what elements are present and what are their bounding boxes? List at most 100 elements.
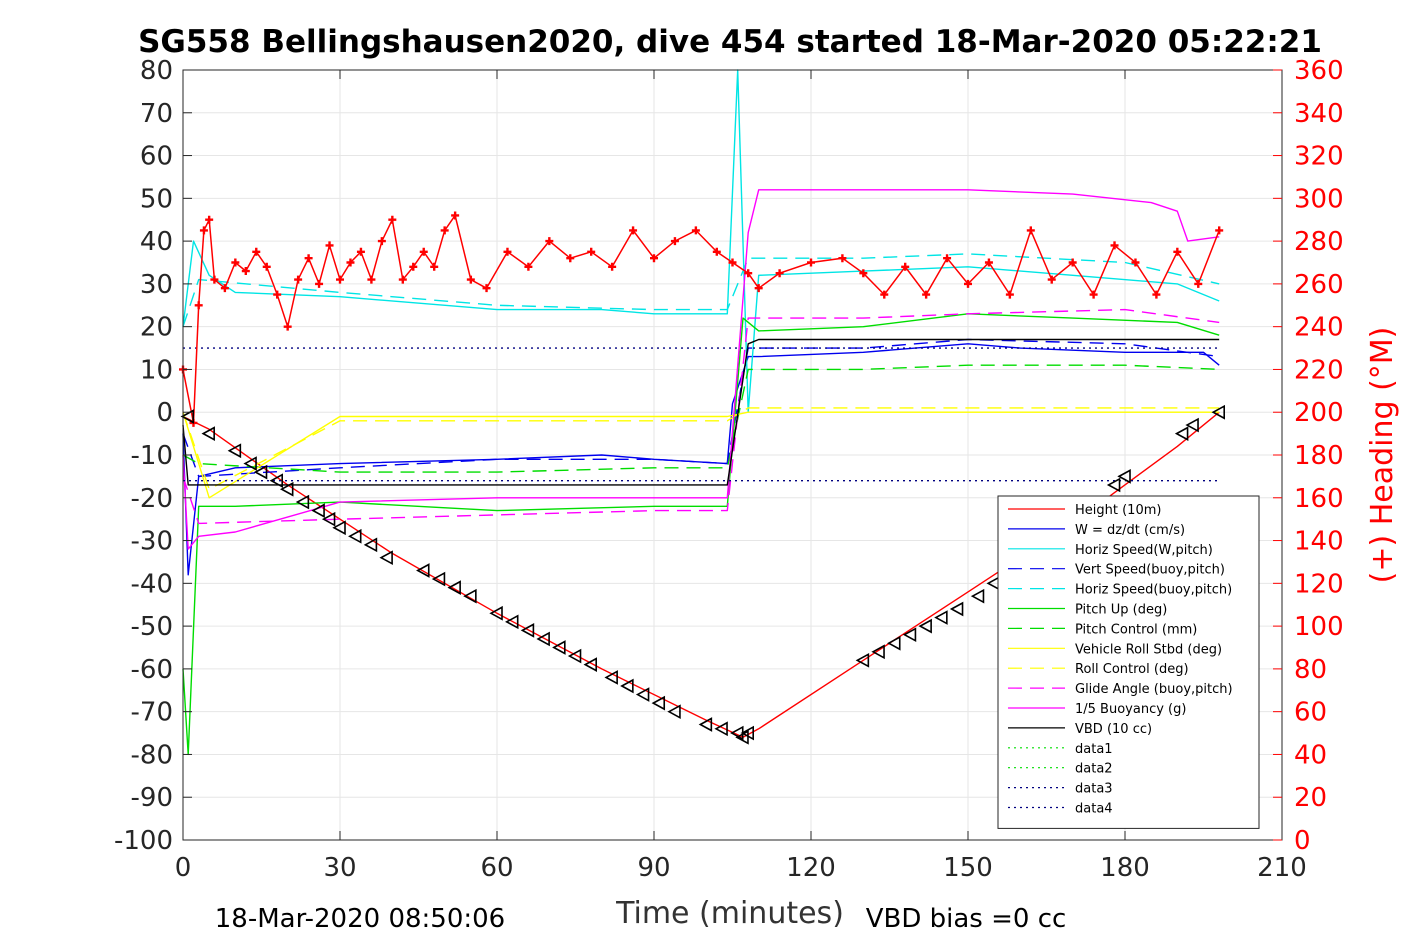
heading-point <box>629 226 638 235</box>
glider-position-marker <box>447 580 461 595</box>
x-tick-label: 0 <box>175 853 192 883</box>
heading-point <box>220 284 229 293</box>
heading-point <box>754 284 763 293</box>
heading-point <box>377 237 386 246</box>
glider-position-marker <box>253 464 268 480</box>
heading-point <box>466 275 475 284</box>
glider-position-marker <box>536 631 550 647</box>
y-right-tick-label: 160 <box>1294 484 1344 514</box>
y-tick-label: 60 <box>140 142 173 172</box>
y-right-tick-label: 80 <box>1294 655 1327 685</box>
glider-position-marker <box>431 571 446 587</box>
heading-point <box>545 237 554 246</box>
y-tick-label: -60 <box>131 655 173 685</box>
legend-label: data1 <box>1075 742 1113 757</box>
footer-timestamp: 18-Mar-2020 08:50:06 <box>215 904 505 934</box>
glider-position-marker <box>1211 404 1225 420</box>
glider-position-marker <box>463 588 477 604</box>
y-right-tick-label: 300 <box>1294 184 1344 214</box>
y-tick-label: 40 <box>140 227 173 257</box>
y-right-tick-label: 20 <box>1294 783 1327 813</box>
heading-point <box>712 247 721 256</box>
glider-position-marker <box>520 623 535 638</box>
y-right-tick-label: 180 <box>1294 441 1344 471</box>
glider-position-marker <box>321 511 336 527</box>
series-line-10 <box>182 189 1220 550</box>
legend-label: data4 <box>1075 802 1113 817</box>
glider-position-marker <box>698 717 713 732</box>
heading-point <box>325 241 334 250</box>
heading-point <box>1005 290 1014 299</box>
glider-position-marker <box>243 456 257 471</box>
glider-position-marker <box>604 670 618 685</box>
legend-label: Glide Angle (buoy,pitch) <box>1075 682 1233 697</box>
glider-position-marker <box>1185 417 1199 433</box>
heading-point <box>262 262 271 271</box>
heading-point <box>398 275 407 284</box>
series-line-1 <box>182 343 1220 576</box>
y-tick-label: -40 <box>131 569 173 599</box>
y-right-tick-label: 280 <box>1294 227 1344 257</box>
glider-position-marker <box>332 520 346 536</box>
heading-point <box>670 237 679 246</box>
y-tick-label: 70 <box>140 99 173 129</box>
heading-line <box>182 213 1220 424</box>
legend-label: data2 <box>1075 762 1113 777</box>
right-axis-label: (+) Heading (°M) <box>1365 327 1400 584</box>
y-right-tick-label: 40 <box>1294 740 1327 770</box>
heading-point <box>1173 247 1182 256</box>
legend-label: Horiz Speed(buoy,pitch) <box>1075 583 1232 598</box>
glider-position-marker <box>489 605 503 621</box>
x-tick-label: 120 <box>786 853 836 883</box>
heading-point <box>1215 226 1224 235</box>
y-tick-label: 80 <box>140 56 173 86</box>
series-line-9 <box>182 308 1220 525</box>
glider-position-marker <box>970 588 985 604</box>
y-tick-label: 30 <box>140 270 173 300</box>
glider-position-marker <box>871 644 885 660</box>
legend-label: Horiz Speed(W,pitch) <box>1075 543 1213 558</box>
heading-point <box>409 262 418 271</box>
heading-point <box>210 275 219 284</box>
data-series <box>179 69 1225 756</box>
legend-label: Height (10m) <box>1075 503 1161 518</box>
heading-point <box>419 247 428 256</box>
y-tick-label: 20 <box>140 313 173 343</box>
y-right-tick-label: 0 <box>1294 826 1311 856</box>
heading-point <box>1110 241 1119 250</box>
x-tick-label: 90 <box>637 853 670 883</box>
x-tick-label: 210 <box>1257 853 1307 883</box>
glider-position-marker <box>740 725 754 741</box>
glider-position-marker <box>934 610 948 625</box>
heading-point <box>482 284 491 293</box>
glider-position-marker <box>887 635 901 651</box>
heading-point <box>728 258 737 267</box>
heading-point <box>1131 258 1140 267</box>
legend-label: Pitch Control (mm) <box>1075 622 1197 637</box>
series-line-8 <box>182 407 1220 490</box>
legend-box <box>997 495 1260 829</box>
y-right-tick-label: 260 <box>1294 270 1344 300</box>
chart-title: SG558 Bellingshausen2020, dive 454 start… <box>138 24 1322 60</box>
glider-position-marker <box>567 648 582 664</box>
heading-point <box>367 275 376 284</box>
glider-position-marker <box>180 409 195 424</box>
y-tick-label: -70 <box>131 698 173 728</box>
heading-point <box>691 226 700 235</box>
y-right-tick-label: 200 <box>1294 398 1344 428</box>
y-tick-label: 50 <box>140 184 173 214</box>
glider-position-marker <box>651 695 666 711</box>
glider-position-marker <box>1174 426 1189 441</box>
glider-position-marker <box>635 687 650 702</box>
glider-position-marker <box>311 503 325 518</box>
heading-point <box>744 269 753 278</box>
glider-position-marker <box>620 678 634 694</box>
heading-point <box>388 215 397 224</box>
heading-point <box>315 279 324 288</box>
glider-position-marker <box>201 426 215 441</box>
heading-point <box>1047 275 1056 284</box>
y-tick-label: -20 <box>131 484 173 514</box>
heading-point <box>1152 290 1161 299</box>
heading-point <box>336 275 344 284</box>
legend-label: 1/5 Buoyancy (g) <box>1075 702 1186 717</box>
